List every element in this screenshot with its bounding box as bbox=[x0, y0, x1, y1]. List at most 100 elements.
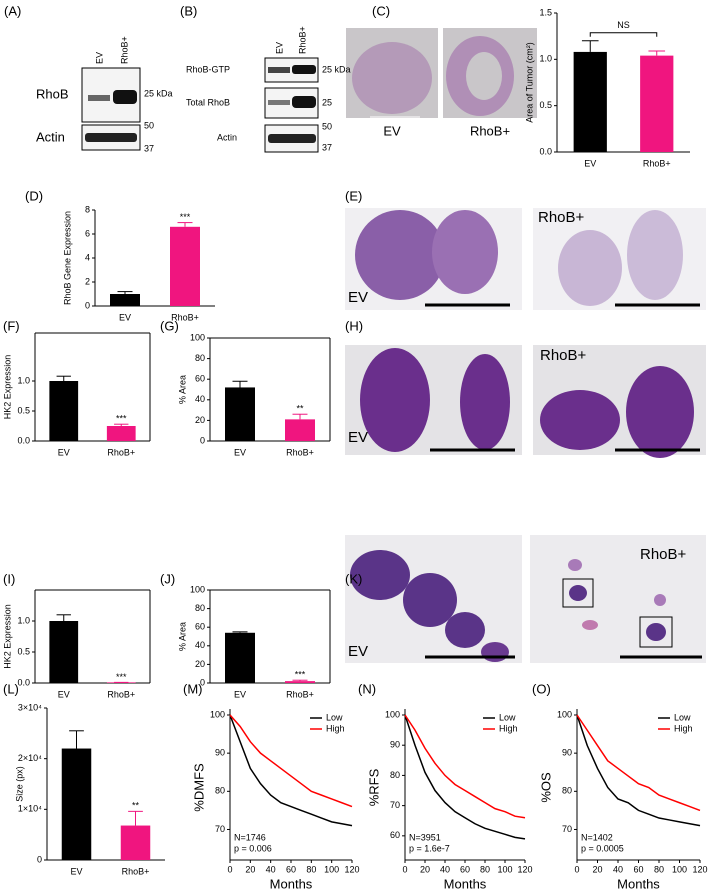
bar bbox=[285, 681, 315, 683]
y-tick-label: 100 bbox=[190, 332, 205, 342]
y-tick-label: 40 bbox=[195, 640, 205, 650]
x-tick-label: RhoB+ bbox=[643, 158, 671, 168]
marker-label: 50 bbox=[144, 120, 154, 130]
x-tick-label: 80 bbox=[306, 864, 316, 874]
y-tick-label: 2 bbox=[85, 276, 90, 286]
y-tick-label: 2×10⁴ bbox=[18, 753, 42, 763]
image-label: EV bbox=[383, 123, 401, 138]
legend-label: High bbox=[499, 723, 518, 733]
y-axis-label: %RFS bbox=[366, 768, 381, 806]
tissue bbox=[466, 52, 502, 100]
panel-label: (B) bbox=[180, 3, 197, 18]
annotation: p = 1.6e-7 bbox=[409, 843, 450, 853]
image-label: EV bbox=[348, 289, 368, 306]
y-axis-label: Area of Tumor (cm²) bbox=[524, 42, 534, 123]
y-tick-label: 60 bbox=[195, 622, 205, 632]
tissue bbox=[558, 230, 622, 306]
y-tick-label: 100 bbox=[210, 709, 225, 719]
x-tick-label: EV bbox=[234, 689, 246, 699]
y-tick-label: 0.5 bbox=[17, 405, 30, 415]
bar bbox=[110, 294, 140, 306]
x-tick-label: 60 bbox=[460, 864, 470, 874]
band bbox=[85, 133, 137, 142]
panel-label: (C) bbox=[372, 3, 390, 18]
y-tick-label: 1.5 bbox=[539, 7, 552, 17]
y-tick-label: 3×10⁴ bbox=[18, 702, 42, 712]
panel-label: (E) bbox=[345, 188, 362, 203]
x-tick-label: 40 bbox=[440, 864, 450, 874]
y-axis-label: Size (px) bbox=[14, 766, 24, 802]
km-curve bbox=[576, 714, 701, 812]
x-tick-label: 80 bbox=[654, 864, 664, 874]
lane-label: RhoB+ bbox=[297, 26, 307, 54]
x-tick-label: 60 bbox=[633, 864, 643, 874]
x-tick-label: 0 bbox=[574, 864, 579, 874]
tissue bbox=[626, 366, 694, 458]
row-label: RhoB bbox=[36, 86, 69, 101]
y-tick-label: 1×10⁴ bbox=[18, 804, 42, 814]
row-label: RhoB-GTP bbox=[186, 64, 230, 74]
tissue bbox=[540, 390, 620, 450]
lane-label: RhoB+ bbox=[119, 36, 129, 64]
image-label: EV bbox=[348, 643, 368, 660]
bar bbox=[49, 621, 79, 683]
x-tick-label: 20 bbox=[592, 864, 602, 874]
y-tick-label: 70 bbox=[215, 824, 225, 834]
bar bbox=[640, 55, 674, 153]
bar bbox=[225, 632, 255, 683]
y-tick-label: 0.0 bbox=[17, 435, 30, 445]
inset-box bbox=[562, 578, 594, 608]
x-tick-label: EV bbox=[119, 312, 131, 322]
image-label: RhoB+ bbox=[470, 123, 510, 138]
bar bbox=[120, 825, 151, 860]
panel-label: (D) bbox=[25, 188, 43, 203]
x-tick-label: 20 bbox=[420, 864, 430, 874]
x-axis-label: Months bbox=[617, 876, 660, 891]
tissue bbox=[360, 348, 430, 452]
y-tick-label: 0 bbox=[85, 300, 90, 310]
x-tick-label: 100 bbox=[497, 864, 512, 874]
marker-label: 25 kDa bbox=[322, 64, 351, 74]
y-tick-label: 8 bbox=[85, 204, 90, 214]
y-tick-label: 0 bbox=[200, 677, 205, 687]
panel-label: (M) bbox=[183, 681, 203, 696]
band bbox=[268, 134, 316, 143]
row-label: Actin bbox=[36, 129, 65, 144]
tissue bbox=[432, 210, 498, 294]
y-tick-label: 1.0 bbox=[539, 54, 552, 64]
x-tick-label: 0 bbox=[227, 864, 232, 874]
bar bbox=[170, 226, 200, 306]
tissue bbox=[355, 210, 445, 300]
y-tick-label: 60 bbox=[195, 374, 205, 384]
y-axis-label: %OS bbox=[538, 772, 553, 803]
tissue bbox=[646, 623, 666, 641]
tissue bbox=[460, 354, 510, 450]
km-curve bbox=[229, 714, 353, 808]
y-tick-label: 20 bbox=[195, 415, 205, 425]
x-tick-label: 20 bbox=[245, 864, 255, 874]
y-tick-label: 100 bbox=[385, 709, 400, 719]
x-tick-label: RhoB+ bbox=[107, 689, 135, 699]
x-tick-label: 120 bbox=[517, 864, 532, 874]
bar bbox=[49, 381, 79, 441]
annotation: N=1746 bbox=[234, 832, 266, 842]
significance-bracket bbox=[589, 32, 658, 37]
image-label: RhoB+ bbox=[538, 209, 585, 226]
legend-label: High bbox=[326, 723, 345, 733]
km-curve bbox=[404, 714, 526, 819]
bar bbox=[61, 748, 92, 860]
y-tick-label: 0 bbox=[200, 435, 205, 445]
panel-label: (L) bbox=[3, 681, 19, 696]
tissue bbox=[654, 594, 666, 606]
y-tick-label: 90 bbox=[562, 748, 572, 758]
panel-label: (N) bbox=[358, 681, 376, 696]
y-tick-label: 80 bbox=[195, 353, 205, 363]
x-tick-label: 100 bbox=[324, 864, 339, 874]
y-tick-label: 80 bbox=[195, 603, 205, 613]
x-tick-label: EV bbox=[70, 866, 82, 876]
y-tick-label: 60 bbox=[390, 830, 400, 840]
annotation: *** bbox=[116, 414, 127, 424]
legend-label: Low bbox=[326, 712, 343, 722]
y-tick-label: 1.0 bbox=[17, 375, 30, 385]
annotation: p = 0.006 bbox=[234, 843, 272, 853]
